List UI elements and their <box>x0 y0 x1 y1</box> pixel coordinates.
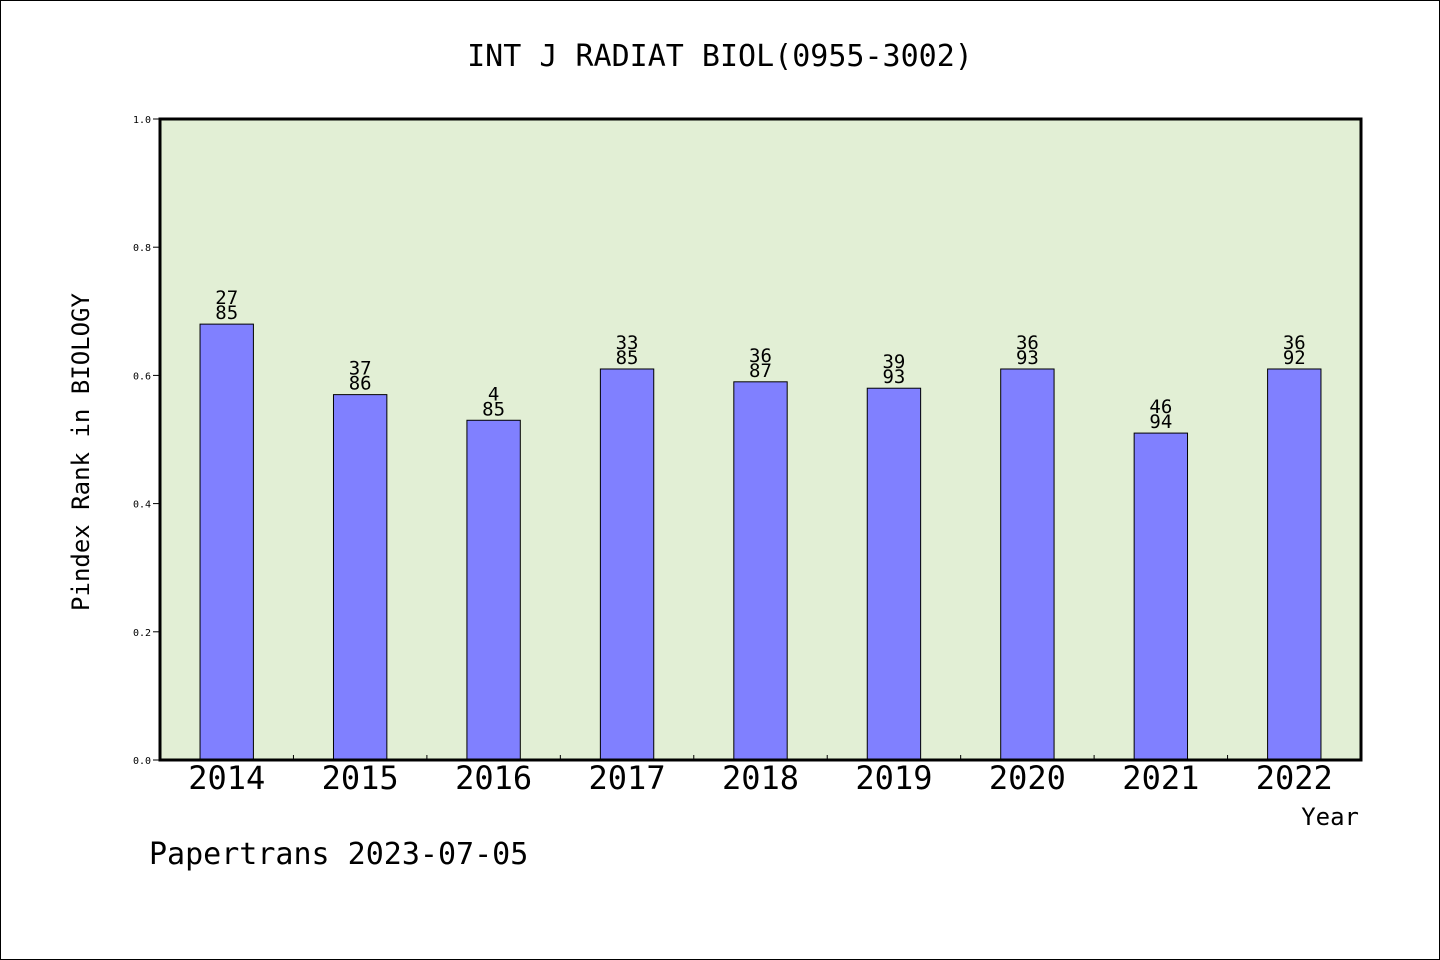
x-tick-label-2018: 2018 <box>722 759 799 797</box>
x-tick-label-2015: 2015 <box>322 759 399 797</box>
bar-total-label-2020: 93 <box>1016 347 1039 369</box>
bar-total-label-2014: 85 <box>215 302 238 324</box>
footer-watermark: Papertrans 2023-07-05 <box>149 837 528 872</box>
x-axis: 2014 2015 2016 2017 2018 2019 2020 2021 2022 <box>188 755 1333 797</box>
bar-2016 <box>466 419 521 761</box>
y-axis: 0.0 0.2 0.4 0.6 0.8 1.0 <box>133 115 160 767</box>
bar-rank-label-2019: 39 <box>882 351 905 373</box>
bar-2021 <box>1133 432 1189 761</box>
bar-rank-label-2015: 37 <box>349 358 372 380</box>
bar-2022 <box>1267 368 1322 761</box>
bar-total-label-2015: 86 <box>349 373 372 395</box>
chart-title: INT J RADIAT BIOL(0955-3002) <box>467 39 973 74</box>
bar-rank-label-2016: 4 <box>488 383 499 405</box>
plot-border <box>158 117 1363 762</box>
y-tick-label: 1.0 <box>133 115 151 126</box>
bar-total-label-2022: 92 <box>1283 347 1306 369</box>
y-tick-label: 0.8 <box>133 243 151 254</box>
bar-2018 <box>733 381 788 761</box>
bar-rank-label-2018: 36 <box>749 345 772 367</box>
bar-total-label-2019: 93 <box>882 366 905 388</box>
x-tick-label-2016: 2016 <box>455 759 532 797</box>
x-tick-label-2017: 2017 <box>589 759 666 797</box>
bar-rank-label-2021: 46 <box>1149 396 1172 418</box>
bar-rank-label-2022: 36 <box>1283 332 1306 354</box>
x-tick-label-2021: 2021 <box>1122 759 1199 797</box>
bar-rank-label-2020: 36 <box>1016 332 1039 354</box>
bar-total-label-2018: 87 <box>749 360 772 382</box>
bar-total-label-2017: 85 <box>616 347 639 369</box>
y-axis-label: Pindex Rank in BIOLOGY <box>67 293 95 611</box>
bar-total-label-2021: 94 <box>1149 411 1172 433</box>
y-tick-label: 0.6 <box>133 371 151 382</box>
x-tick-label-2014: 2014 <box>188 759 265 797</box>
bar-2017 <box>599 368 655 761</box>
bar-2019 <box>866 387 922 761</box>
y-tick-label: 0.4 <box>133 500 151 511</box>
x-tick-label-2019: 2019 <box>855 759 932 797</box>
x-tick-label-2020: 2020 <box>989 759 1066 797</box>
y-tick-label: 0.2 <box>133 628 151 639</box>
bar-2020 <box>1000 368 1055 761</box>
bar-2015 <box>332 394 388 761</box>
bar-total-label-2016: 85 <box>482 398 505 420</box>
x-axis-label: Year <box>1301 803 1359 831</box>
bars-layer <box>199 323 1322 761</box>
y-tick-label: 0.0 <box>133 756 151 767</box>
x-tick-label-2022: 2022 <box>1256 759 1333 797</box>
bar-2014 <box>199 323 254 761</box>
bar-rank-label-2017: 33 <box>616 332 639 354</box>
bar-rank-label-2014: 27 <box>215 287 238 309</box>
